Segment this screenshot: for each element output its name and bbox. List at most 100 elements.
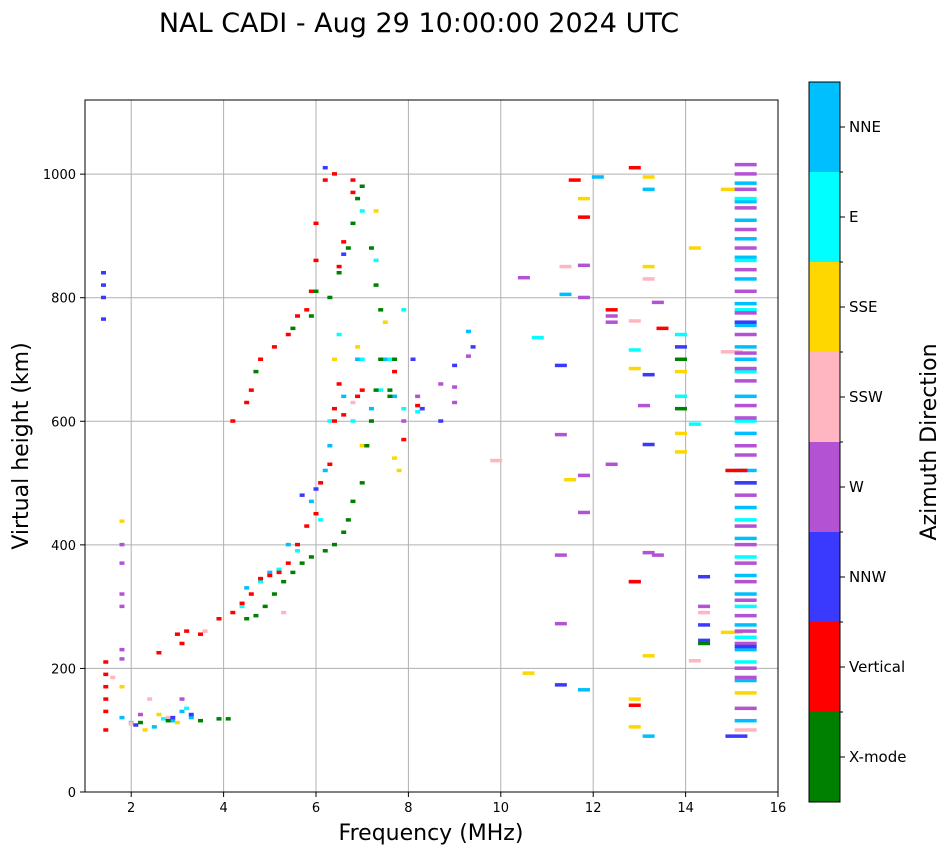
data-marks bbox=[100, 162, 757, 738]
echo-point-nne bbox=[170, 718, 176, 723]
echo-point-x-mode bbox=[137, 720, 143, 725]
echo-point-vertical bbox=[350, 178, 356, 182]
echo-point-nne bbox=[734, 678, 757, 683]
echo-point-sse bbox=[642, 175, 655, 179]
echo-point-vertical bbox=[248, 592, 254, 596]
echo-point-nne bbox=[119, 715, 125, 720]
echo-point-e bbox=[378, 388, 384, 392]
echo-point-vertical bbox=[258, 357, 264, 361]
echo-point-e bbox=[734, 660, 757, 664]
echo-point-vertical bbox=[605, 308, 618, 312]
echo-point-nne bbox=[465, 329, 471, 334]
echo-point-nne bbox=[734, 623, 757, 627]
echo-point-vertical bbox=[341, 240, 347, 244]
echo-point-nne bbox=[327, 444, 333, 448]
echo-point-w bbox=[605, 314, 618, 318]
echo-point-w bbox=[119, 657, 125, 661]
echo-point-x-mode bbox=[281, 579, 287, 584]
echo-point-vertical bbox=[174, 632, 180, 636]
echo-point-w bbox=[179, 697, 185, 701]
echo-point-vertical bbox=[327, 462, 333, 467]
echo-point-x-mode bbox=[392, 357, 398, 361]
echo-point-e bbox=[688, 422, 701, 426]
echo-point-vertical bbox=[295, 314, 301, 318]
echo-point-w bbox=[734, 162, 757, 167]
echo-point-sse bbox=[522, 671, 535, 675]
echo-point-sse bbox=[642, 654, 655, 658]
echo-point-nnw bbox=[698, 574, 711, 579]
echo-point-nne bbox=[322, 468, 328, 473]
echo-point-vertical bbox=[331, 419, 337, 423]
echo-point-ssw bbox=[559, 264, 572, 269]
echo-point-x-mode bbox=[253, 369, 259, 374]
y-tick-label: 800 bbox=[51, 292, 76, 307]
echo-point-vertical bbox=[267, 573, 273, 578]
echo-point-nne bbox=[734, 394, 757, 399]
echo-point-sse bbox=[564, 477, 577, 482]
echo-point-w bbox=[401, 419, 407, 423]
colorbar-segment bbox=[809, 712, 840, 802]
echo-point-nnw bbox=[734, 320, 757, 324]
echo-point-e bbox=[401, 308, 407, 312]
echo-point-nnw bbox=[470, 345, 476, 349]
echo-point-w bbox=[734, 493, 757, 497]
echo-point-e bbox=[674, 332, 687, 337]
echo-point-vertical bbox=[350, 190, 356, 195]
echo-point-x-mode bbox=[308, 555, 314, 559]
echo-point-nne bbox=[591, 175, 604, 179]
echo-point-vertical bbox=[258, 576, 264, 581]
echo-point-nne bbox=[188, 715, 194, 720]
echo-point-e bbox=[161, 717, 167, 721]
echo-point-nnw bbox=[725, 734, 748, 738]
echo-point-vertical bbox=[628, 165, 641, 170]
colorbar-segment bbox=[809, 442, 840, 532]
colorbar-segment bbox=[809, 172, 840, 262]
echo-point-sse bbox=[119, 519, 125, 523]
echo-point-vertical bbox=[103, 672, 109, 677]
echo-point-x-mode bbox=[373, 283, 379, 287]
echo-point-sse bbox=[142, 728, 148, 732]
echo-point-e bbox=[184, 706, 190, 711]
echo-point-nne bbox=[734, 323, 757, 328]
y-tick-label: 400 bbox=[51, 539, 76, 554]
echo-point-ssw bbox=[734, 728, 757, 732]
echo-point-x-mode bbox=[355, 196, 361, 201]
plot-area-frame bbox=[84, 99, 779, 793]
y-axis-label: Virtual height (km) bbox=[9, 342, 34, 549]
echo-point-w bbox=[734, 706, 757, 711]
echo-point-w bbox=[554, 553, 567, 557]
colorbar-tick-label: Vertical bbox=[849, 658, 905, 676]
echo-point-nne bbox=[734, 431, 757, 436]
echo-point-e bbox=[359, 357, 365, 361]
echo-point-e bbox=[734, 258, 757, 263]
echo-point-nne bbox=[734, 592, 757, 596]
echo-point-w bbox=[734, 524, 757, 528]
y-tick-label: 200 bbox=[51, 662, 76, 677]
echo-point-w bbox=[452, 385, 458, 389]
echo-point-sse bbox=[174, 720, 180, 725]
echo-point-ssw bbox=[628, 319, 641, 323]
echo-point-vertical bbox=[415, 403, 421, 408]
echo-point-nne bbox=[179, 709, 185, 714]
echo-point-x-mode bbox=[674, 357, 687, 361]
echo-point-w bbox=[734, 379, 757, 383]
echo-point-x-mode bbox=[216, 717, 222, 721]
echo-point-e bbox=[401, 406, 407, 411]
echo-point-w bbox=[734, 666, 757, 670]
echo-point-nne bbox=[151, 725, 157, 729]
echo-point-x-mode bbox=[387, 394, 393, 399]
echo-point-x-mode bbox=[378, 357, 384, 361]
echo-point-w bbox=[734, 172, 757, 176]
echo-point-nne bbox=[341, 394, 347, 399]
echo-point-vertical bbox=[313, 511, 319, 516]
echo-point-vertical bbox=[359, 388, 365, 392]
echo-point-x-mode bbox=[244, 617, 250, 621]
echo-point-sse bbox=[688, 246, 701, 250]
echo-point-vertical bbox=[331, 172, 337, 176]
echo-point-e bbox=[674, 394, 687, 399]
echo-point-w bbox=[605, 462, 618, 467]
colorbar-segment bbox=[809, 532, 840, 622]
echo-point-w bbox=[734, 641, 757, 646]
echo-point-nnw bbox=[698, 623, 711, 627]
